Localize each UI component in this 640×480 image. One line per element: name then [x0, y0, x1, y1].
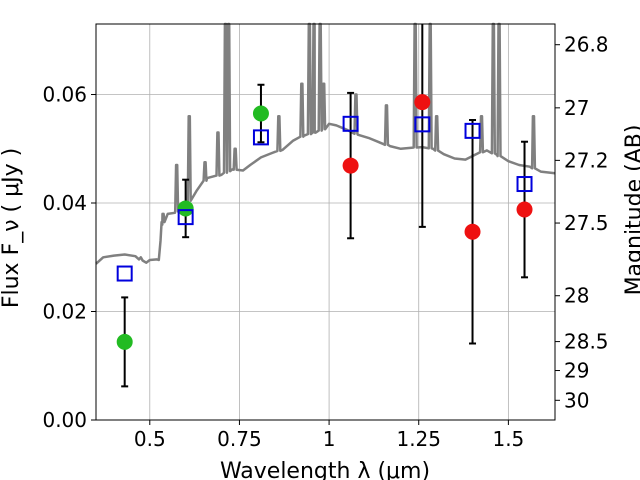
x-axis-label: Wavelength λ (μm) — [220, 459, 430, 480]
y2-tick-label: 28 — [564, 284, 589, 308]
x-tick-label: 1 — [323, 427, 336, 451]
photometry-point — [516, 201, 533, 218]
y2-tick-label: 27.5 — [564, 211, 609, 235]
y2-tick-label: 26.8 — [564, 33, 609, 57]
model-spectrum-line — [95, 22, 556, 265]
y2-axis-ticks: 26.8 27 27.2 27.5 28 28.5 29 30 — [555, 33, 609, 412]
x-tick-label: 1.5 — [492, 427, 524, 451]
x-axis-ticks: 0.5 0.75 1 1.25 1.5 — [134, 420, 524, 451]
photometry-point — [177, 200, 194, 217]
x-tick-label: 0.75 — [217, 427, 262, 451]
x-tick-label: 1.25 — [396, 427, 441, 451]
photometry-point — [464, 223, 481, 240]
plot-frame — [95, 23, 556, 421]
model-flux-square — [177, 209, 194, 226]
photometry-point — [116, 333, 133, 350]
y-tick-label: 0.02 — [42, 300, 87, 324]
y2-tick-label: 27.2 — [564, 148, 609, 172]
x-tick-label: 0.5 — [134, 427, 166, 451]
model-flux-square — [342, 115, 359, 132]
y2-tick-label: 29 — [564, 359, 589, 383]
y2-axis-label: Magnitude (AB) — [622, 125, 640, 296]
y-tick-label: 0.00 — [42, 408, 87, 432]
y2-tick-label: 30 — [564, 388, 589, 412]
photometry-point — [414, 94, 431, 111]
y2-tick-label: 27 — [564, 96, 589, 120]
model-flux-square — [414, 116, 431, 133]
photometry-point — [252, 105, 269, 122]
y-tick-label: 0.04 — [42, 191, 87, 215]
y-axis-label: Flux F_ν ( μJy ) — [0, 148, 24, 308]
model-flux-square — [464, 122, 481, 139]
y2-tick-label: 28.5 — [564, 330, 609, 354]
model-flux-square — [116, 265, 133, 282]
spectrum — [95, 22, 556, 265]
photometry-point — [342, 157, 359, 174]
markers — [116, 94, 533, 350]
model-flux-square — [252, 129, 269, 146]
model-flux-square — [516, 176, 533, 193]
y-tick-label: 0.06 — [42, 83, 87, 107]
y-axis-ticks: 0.00 0.02 0.04 0.06 — [42, 83, 96, 432]
